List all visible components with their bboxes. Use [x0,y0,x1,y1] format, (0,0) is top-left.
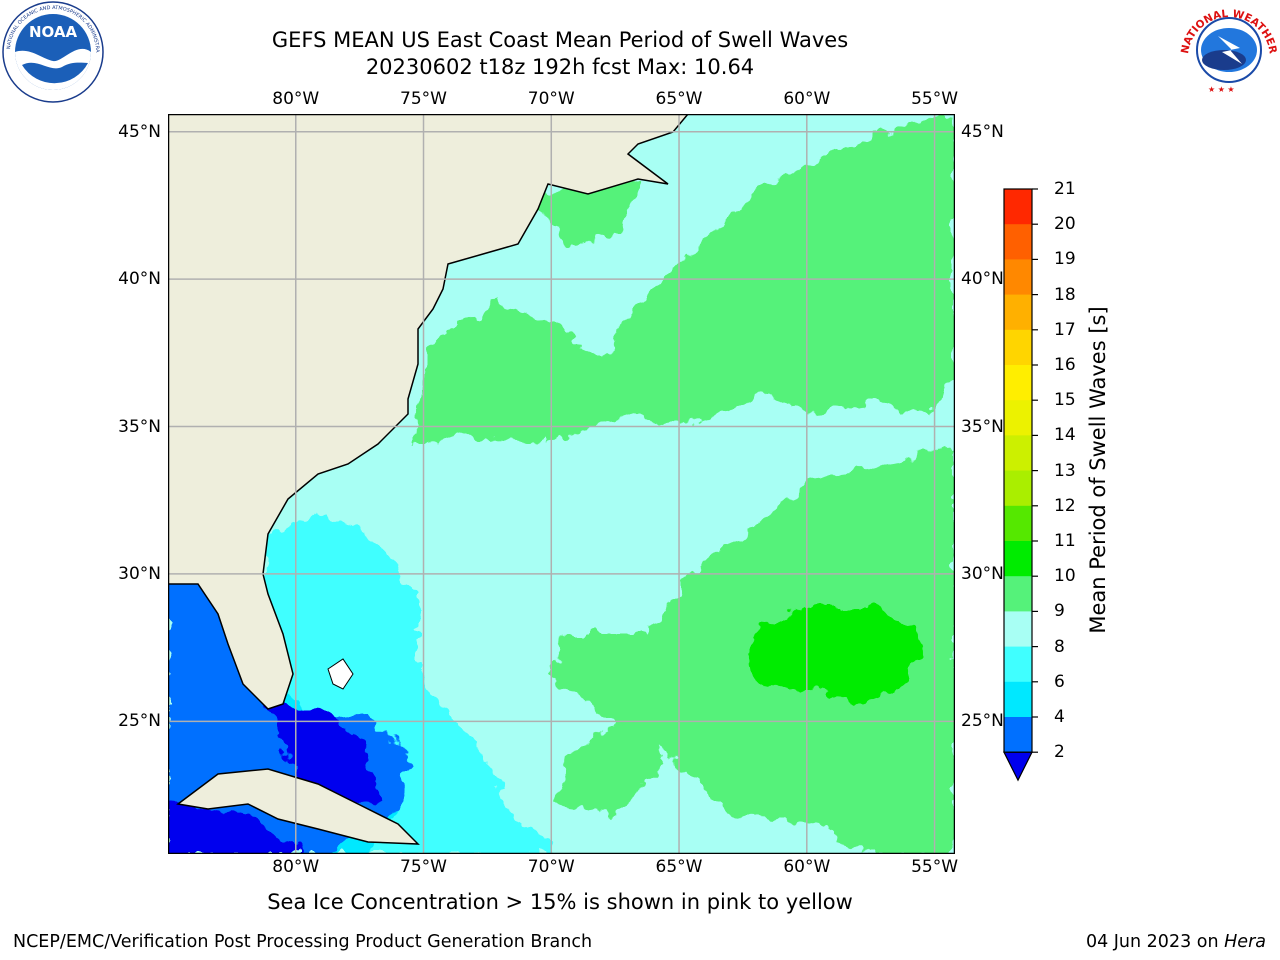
swell-period-map [168,114,955,854]
colorbar-tick-label: 12 [1054,495,1076,516]
colorbar-tick-label: 4 [1054,707,1065,727]
colorbar-tick-label: 8 [1054,636,1065,657]
colorbar-tick-label: 13 [1054,460,1076,481]
colorbar-segment [1004,329,1032,366]
credit-line: NCEP/EMC/Verification Post Processing Pr… [13,932,593,952]
noaa-logo-text: NOAA [29,23,78,41]
colorbar-segment [1004,717,1032,753]
colorbar-segment [1004,470,1032,507]
lon-tick-label-top: 80°W [272,89,320,109]
lat-tick-label-right: 40°N [961,269,1004,290]
contour-bright-green [748,609,923,704]
lat-tick-label-left: 25°N [118,711,161,732]
lat-tick-label-left: 45°N [118,121,161,142]
svg-text:★ ★ ★: ★ ★ ★ [1208,85,1235,94]
lat-tick-label-right: 35°N [961,416,1004,437]
map-frame [168,114,955,854]
colorbar-segment [1004,224,1032,260]
land-cuba [176,768,420,845]
colorbar-tick-label: 10 [1054,566,1076,587]
lat-tick-label-right: 25°N [961,711,1004,732]
colorbar-tick-label: 18 [1054,284,1076,305]
lon-tick-label-top: 65°W [655,89,703,109]
lon-tick-label-bottom: 75°W [400,857,447,877]
graticule [168,114,955,854]
lon-tick-label-bottom: 60°W [783,857,831,877]
colorbar-tick-label: 17 [1054,319,1076,340]
lon-tick-label-bottom: 70°W [527,857,575,877]
contour-green-mid-west [558,714,668,814]
colorbar-tick-label: 16 [1054,355,1076,375]
contour-green-band [413,304,638,444]
nws-logo: NATIONAL WEATHER SERVICE ★ ★ ★ [1178,0,1279,98]
lat-tick-label-right: 45°N [961,121,1004,142]
colorbar-segment [1004,189,1032,225]
colorbar-segment [1004,365,1032,401]
colorbar-tick-label: 14 [1054,425,1076,446]
contour-green-coastal-north [538,174,638,244]
chart-subtitle: 20230602 t18z 192h fcst Max: 10.64 [365,55,755,79]
lon-tick-label-bottom: 80°W [272,857,320,877]
land-bahamas [327,658,354,690]
colorbar-segment [1004,576,1032,612]
colorbar-segment [1004,435,1032,472]
colorbar-label: Mean Period of Swell Waves [s] [1086,306,1110,634]
lon-tick-label-top: 70°W [527,89,575,109]
date-text: 04 Jun 2023 on [1085,932,1225,952]
colorbar-tick-label: 21 [1054,179,1076,199]
contour-deep-blue-cuba [168,804,308,854]
lat-tick-label-left: 40°N [118,269,161,290]
host-name: Hera [1224,932,1266,952]
colorbar-tick-label: 11 [1054,531,1076,551]
lon-tick-label-bottom: 55°W [911,857,959,877]
colorbar [1003,188,1038,782]
colorbar-tick-label: 2 [1054,742,1065,763]
colorbar-tick-label: 19 [1054,249,1076,270]
colorbar-segment [1004,294,1032,331]
colorbar-segment [1004,400,1032,436]
lat-tick-label-left: 30°N [118,563,161,584]
colorbar-segment [1004,259,1032,296]
land-north-america [168,114,689,710]
lon-tick-label-top: 55°W [911,89,959,109]
chart-title: GEFS MEAN US East Coast Mean Period of S… [271,28,849,52]
date-stamp: 04 Jun 2023 on Hera [1086,932,1266,952]
colorbar-segment [1004,611,1032,648]
colorbar-under-triangle [1003,751,1033,782]
colorbar-tick-label: 6 [1054,671,1065,692]
lon-tick-label-bottom: 65°W [655,857,703,877]
colorbar-tick-label: 15 [1054,390,1076,411]
lat-tick-label-left: 35°N [118,416,161,437]
sea-ice-footnote: Sea Ice Concentration > 15% is shown in … [267,890,853,914]
lon-tick-label-top: 60°W [783,89,831,109]
lon-tick-label-top: 75°W [400,89,447,109]
colorbar-segment [1004,541,1032,577]
noaa-logo: NOAA NATIONAL OCEANIC AND ATMOSPHERIC AD… [2,1,104,103]
colorbar-tick-label: 20 [1054,214,1076,235]
colorbar-segment [1004,646,1032,683]
colorbar-tick-label: 9 [1054,601,1065,622]
lat-tick-label-right: 30°N [961,563,1004,584]
colorbar-segment [1004,681,1032,718]
colorbar-segment [1004,505,1032,542]
